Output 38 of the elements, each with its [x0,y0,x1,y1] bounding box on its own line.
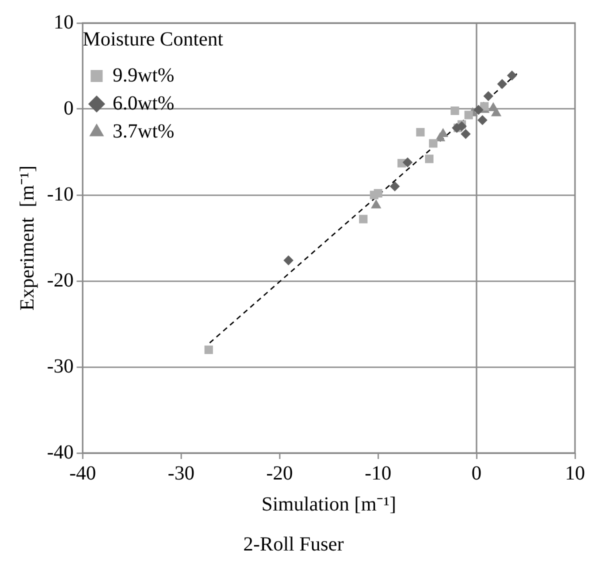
y-tick-label: -20 [46,269,74,292]
legend-title: Moisture Content [82,28,224,50]
point [370,199,382,208]
y-tick-label: -40 [46,441,74,464]
point [506,70,517,80]
x-tick-label: -20 [266,462,293,484]
x-tick-label: -10 [364,462,392,484]
point [483,91,494,102]
point [425,154,434,164]
point [491,107,502,116]
point [428,139,438,148]
x-tick-label: -40 [69,462,96,484]
x-tick-label: 0 [472,462,482,484]
point [204,346,213,354]
point [359,214,368,224]
legend-label: 9.9wt% [112,64,174,86]
x-tick-label: -30 [168,462,194,484]
legend-label: 3.7wt% [112,120,174,142]
y-tick-label: 10 [54,11,74,34]
point [450,106,460,115]
point [460,128,471,139]
legend-label: 6.0wt% [112,92,174,114]
point [416,128,425,136]
y-tick-label: -10 [46,183,74,206]
point [497,79,508,90]
x-axis-title: Simulation [m⁻¹] [262,493,396,516]
y-tick-label: -30 [46,355,74,378]
y-axis-title: Experiment [m⁻¹] [16,165,38,311]
point [464,110,473,120]
point [283,255,294,266]
text: 2-Roll Fuser [243,533,344,556]
point [477,115,488,126]
x-tick-label: 10 [565,462,585,484]
point [390,181,400,192]
point [402,157,413,168]
point [474,104,484,115]
y-tick-label: 0 [64,97,74,120]
point [374,189,382,198]
